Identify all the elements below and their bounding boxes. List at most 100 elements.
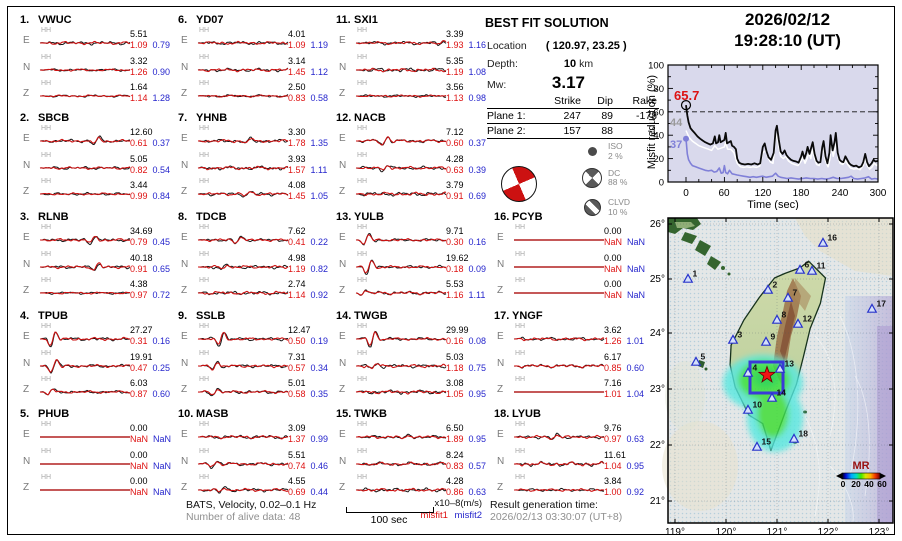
station-number: 12. bbox=[336, 112, 352, 124]
trace-waveform bbox=[198, 360, 289, 371]
peak-amplitude: 11.61 bbox=[604, 449, 626, 460]
station-block: 18. LYUB E HH 9.76 0.97 0.63 N HH 11.61 1.04 0.95 Z H… bbox=[490, 408, 646, 504]
peak-amplitude: 3.79 bbox=[446, 180, 464, 190]
misfit-values: 1.18 0.75 bbox=[446, 363, 486, 373]
trace-waveform bbox=[514, 239, 604, 241]
synthetic-trace bbox=[356, 259, 447, 273]
station-marker-label-9: 9 bbox=[771, 332, 776, 342]
station-marker-3 bbox=[727, 334, 739, 344]
misfit2-value: 0.25 bbox=[152, 362, 171, 373]
component-label: Z bbox=[181, 482, 188, 493]
misfit-values: 0.74 0.46 bbox=[288, 461, 328, 471]
peak-amplitude: 7.12 bbox=[446, 127, 464, 137]
synthetic-trace bbox=[356, 487, 447, 492]
lon-123: 123° bbox=[869, 527, 890, 538]
peak-amplitude: 0.00 bbox=[130, 476, 148, 486]
lat-25: 25° bbox=[650, 274, 665, 285]
misfit-values: 0.57 0.34 bbox=[288, 363, 328, 373]
component-label: Z bbox=[497, 482, 504, 493]
peak-amplitude: 7.31 bbox=[288, 351, 306, 362]
peak-amplitude: 0.00 bbox=[130, 423, 148, 433]
channel-label: HH bbox=[41, 151, 52, 159]
best-fit-title: BEST FIT SOLUTION bbox=[485, 16, 609, 30]
trace-row: E HH 12.60 0.61 0.37 bbox=[16, 125, 172, 151]
trace-waveform bbox=[356, 362, 447, 369]
trace-waveform bbox=[356, 433, 447, 440]
ytick-80: 80 bbox=[653, 84, 664, 95]
synthetic-trace bbox=[514, 363, 604, 369]
misfit2-annotation: 37 bbox=[670, 139, 682, 151]
station-marker-9 bbox=[760, 336, 772, 346]
trace-row: E HH 6.50 1.89 0.95 bbox=[332, 421, 488, 447]
misfit2-value: 0.63 bbox=[468, 487, 487, 497]
channel-label: HH bbox=[357, 277, 368, 284]
station-header: 12. NACB bbox=[336, 112, 386, 124]
station-number: 7. bbox=[178, 112, 188, 124]
map-china-coast bbox=[668, 218, 731, 276]
channel-label: HH bbox=[357, 151, 368, 159]
trace-waveform bbox=[40, 436, 130, 438]
channel-label: HH bbox=[515, 447, 526, 455]
trace-row: Z HH 2.74 1.14 0.92 bbox=[174, 277, 330, 303]
location-row: Location ( 120.97, 23.25 ) bbox=[487, 40, 627, 52]
misfit1-value: 1.93 bbox=[446, 40, 464, 50]
trace-waveform bbox=[198, 263, 289, 270]
trace-row: N HH 11.61 1.04 0.95 bbox=[490, 448, 646, 474]
trace-waveform bbox=[513, 336, 605, 342]
misfit2-value: 0.22 bbox=[310, 237, 329, 247]
synthetic-trace bbox=[40, 40, 131, 46]
best-misfit-annotation: 65.7 bbox=[674, 88, 699, 103]
map-axis-ticks bbox=[668, 218, 893, 523]
trace-row: Z HH 3.79 0.91 0.69 bbox=[332, 178, 488, 204]
mw-value: 3.17 bbox=[551, 73, 586, 92]
synthetic-trace bbox=[197, 290, 289, 295]
result-generation: Result generation time: 2026/02/13 03:30… bbox=[490, 499, 622, 523]
observed-trace bbox=[355, 330, 447, 348]
dc-beachball-icon bbox=[581, 168, 603, 188]
misfit1-value: 0.83 bbox=[446, 460, 464, 471]
lat-24: 24° bbox=[650, 328, 665, 339]
trace-waveform bbox=[197, 331, 289, 347]
epicenter-star bbox=[757, 365, 777, 383]
station-number: 14. bbox=[336, 310, 352, 322]
component-label: E bbox=[23, 331, 30, 342]
channel-label: HH bbox=[41, 250, 52, 258]
synthetic-trace bbox=[39, 388, 131, 396]
observed-trace bbox=[39, 41, 131, 46]
misfit2-value: 0.45 bbox=[152, 237, 171, 247]
station-block: 4. TPUB E HH 27.27 0.31 0.16 N HH 19.91 0.47 0.25 Z H… bbox=[16, 310, 172, 406]
channel-label: HH bbox=[199, 421, 210, 428]
misfit-values: NaN NaN bbox=[604, 264, 645, 274]
misfit2-value: 0.63 bbox=[626, 434, 645, 444]
trace-waveform bbox=[355, 67, 447, 73]
bathymetry-streaks bbox=[804, 315, 870, 522]
peak-amplitude: 3.39 bbox=[446, 29, 464, 39]
component-label: N bbox=[23, 159, 31, 171]
trace-row: E HH 3.09 1.37 0.99 bbox=[174, 421, 330, 447]
channel-label: HH bbox=[199, 125, 210, 132]
station-header: 7. YHNB bbox=[178, 112, 227, 124]
synthetic-trace bbox=[355, 389, 447, 395]
observed-trace bbox=[39, 263, 131, 271]
channel-label: HH bbox=[357, 178, 368, 185]
filter-band-text: BATS, Velocity, 0.02–0.1 Hz bbox=[186, 499, 317, 511]
peak-amplitude: 3.14 bbox=[288, 55, 306, 66]
peak-amplitude: 34.69 bbox=[130, 226, 153, 236]
synthetic-trace bbox=[355, 290, 447, 296]
misfit1-value: 0.41 bbox=[288, 237, 306, 247]
misfit-values: 1.78 1.35 bbox=[288, 138, 328, 148]
peak-amplitude: 6.50 bbox=[446, 423, 464, 433]
observed-trace bbox=[39, 135, 131, 146]
component-label: N bbox=[23, 61, 31, 73]
misfit1-value: 1.19 bbox=[288, 263, 306, 274]
peak-amplitude: 19.62 bbox=[446, 252, 469, 263]
th-blank bbox=[487, 95, 539, 107]
misfit2-value: 1.05 bbox=[310, 191, 329, 201]
station-number: 15. bbox=[336, 408, 352, 420]
misfit2-value: NaN bbox=[627, 290, 646, 300]
misfit-values: 0.63 0.39 bbox=[446, 165, 486, 175]
plane2-row: Plane 2: 157 88 -1 bbox=[487, 124, 659, 139]
station-header: 11. SXI1 bbox=[336, 14, 378, 26]
misfit2-value: 0.60 bbox=[152, 389, 171, 399]
grid-search-box bbox=[748, 360, 785, 395]
